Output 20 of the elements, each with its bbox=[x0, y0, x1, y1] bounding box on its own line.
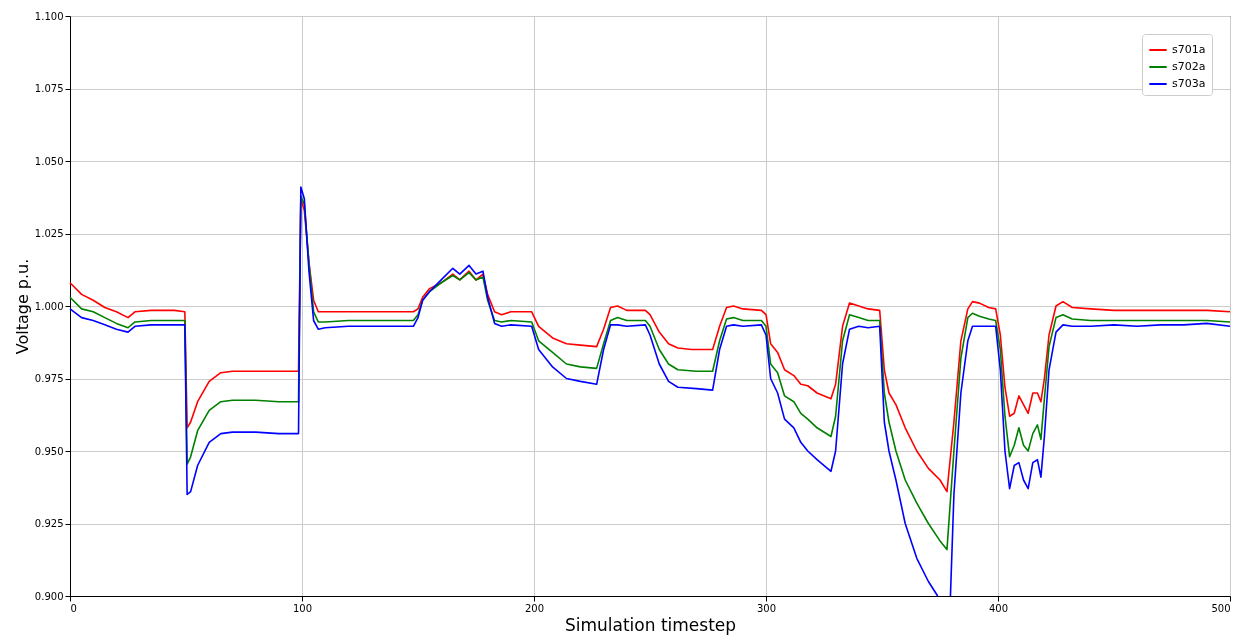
y-tick-label: 0.950 bbox=[34, 445, 64, 457]
x-tick-label: 0 bbox=[70, 602, 77, 614]
x-tick-label: 400 bbox=[988, 602, 1009, 614]
legend-label: s703a bbox=[1172, 77, 1206, 90]
y-tick-label: 0.925 bbox=[34, 518, 64, 529]
x-tick-label: 200 bbox=[524, 602, 545, 614]
y-tick-label: 0.975 bbox=[34, 373, 64, 384]
x-axis-title: Simulation timestep bbox=[564, 614, 737, 635]
x-tick-label: 500 bbox=[1211, 602, 1231, 614]
legend-label: s702a bbox=[1172, 60, 1206, 73]
y-axis-title: Voltage p.u. bbox=[12, 258, 32, 355]
y-tick-label: 1.050 bbox=[34, 155, 64, 167]
y-tick-label: 0.900 bbox=[34, 590, 64, 602]
x-tick-label: 300 bbox=[756, 602, 777, 614]
x-tick-label: 100 bbox=[292, 602, 313, 614]
y-tick-label: 1.000 bbox=[34, 300, 64, 312]
y-tick-label: 1.100 bbox=[34, 10, 64, 22]
legend-label: s701a bbox=[1172, 43, 1206, 56]
y-tick-label: 1.075 bbox=[34, 83, 64, 94]
y-tick-label: 1.025 bbox=[34, 228, 64, 239]
